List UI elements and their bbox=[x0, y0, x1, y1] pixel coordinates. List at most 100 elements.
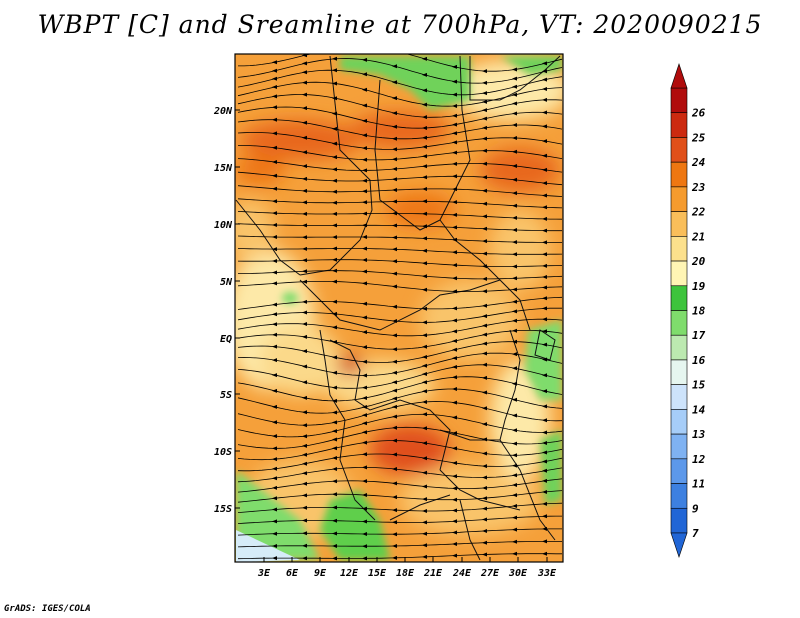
streamline-arrow bbox=[392, 532, 397, 537]
streamline-arrow bbox=[272, 145, 277, 150]
streamline-arrow bbox=[512, 551, 517, 556]
streamline-arrow bbox=[422, 520, 427, 525]
streamline-arrow bbox=[272, 281, 277, 286]
streamline-arrow bbox=[452, 318, 457, 323]
streamline-arrow bbox=[542, 181, 547, 186]
streamline-arrow bbox=[392, 414, 397, 419]
streamline-arrow bbox=[362, 301, 367, 306]
streamline-arrow bbox=[452, 486, 457, 491]
streamline bbox=[237, 388, 563, 414]
streamline-arrow bbox=[392, 211, 397, 216]
streamline-arrow bbox=[392, 247, 397, 252]
streamline-arrow bbox=[272, 223, 277, 227]
lat-label-20n: 20N bbox=[213, 106, 233, 117]
colorbar-label-25: 25 bbox=[691, 131, 706, 144]
streamline-arrow bbox=[272, 60, 277, 65]
streamline-arrow bbox=[422, 164, 427, 169]
streamline-arrow bbox=[332, 211, 337, 216]
streamline-arrow bbox=[482, 239, 487, 244]
streamline bbox=[237, 223, 562, 232]
streamline-arrow bbox=[422, 543, 427, 548]
streamline-arrow bbox=[362, 493, 367, 497]
streamline bbox=[237, 158, 563, 173]
streamline-arrow bbox=[332, 325, 337, 330]
streamline bbox=[237, 248, 563, 255]
streamline bbox=[237, 401, 563, 426]
streamline-arrow bbox=[362, 178, 367, 183]
streamline-arrow bbox=[482, 136, 487, 141]
streamline-arrow bbox=[362, 200, 367, 205]
streamline-arrow bbox=[422, 224, 427, 229]
streamline-arrow bbox=[302, 269, 307, 274]
streamline bbox=[237, 330, 563, 350]
streamline-arrow bbox=[452, 131, 457, 136]
colorbar-label-14: 14 bbox=[692, 403, 706, 416]
streamline-arrow bbox=[392, 96, 397, 101]
colorbar-label-13: 13 bbox=[692, 428, 706, 441]
streamline-arrow bbox=[362, 168, 367, 173]
streamline-arrow bbox=[512, 527, 517, 532]
streamline-arrow bbox=[362, 479, 367, 484]
streamline bbox=[237, 198, 563, 209]
streamline bbox=[237, 296, 563, 310]
streamline-arrow bbox=[512, 287, 517, 292]
lon-label-24e: 24E bbox=[452, 568, 472, 579]
streamline-arrow bbox=[332, 479, 337, 484]
streamline-arrow bbox=[452, 508, 457, 513]
streamline-arrow bbox=[362, 118, 367, 123]
streamline-arrow bbox=[512, 111, 517, 116]
streamline-arrow bbox=[302, 556, 307, 561]
streamline-arrow bbox=[452, 64, 457, 69]
streamline-arrow bbox=[482, 362, 487, 367]
streamline-arrow bbox=[542, 342, 547, 347]
streamline-arrow bbox=[422, 554, 427, 559]
streamline-arrow bbox=[542, 153, 547, 158]
colorbar-swatch-25 bbox=[670, 112, 688, 138]
streamline-arrow bbox=[392, 319, 397, 323]
streamline-arrow bbox=[272, 199, 277, 204]
streamline-arrow bbox=[542, 167, 547, 172]
streamline-arrow bbox=[422, 261, 427, 266]
streamline-arrow bbox=[482, 464, 487, 469]
colorbar-label-15: 15 bbox=[692, 379, 706, 392]
colorbar-label-21: 21 bbox=[691, 230, 705, 243]
streamline-arrow bbox=[392, 80, 397, 85]
streamline-arrow bbox=[362, 258, 367, 262]
streamline bbox=[237, 318, 563, 337]
streamline-arrow bbox=[482, 314, 487, 319]
colorbar-swatch-22 bbox=[670, 186, 688, 212]
streamline bbox=[237, 69, 563, 96]
colorbar-label-17: 17 bbox=[692, 329, 706, 342]
streamline bbox=[237, 94, 563, 118]
streamline-arrow bbox=[332, 126, 337, 131]
streamline-arrow bbox=[302, 364, 307, 369]
streamline-arrow bbox=[302, 471, 307, 476]
streamline-arrow bbox=[302, 334, 307, 339]
colorbar-swatch-16 bbox=[670, 334, 688, 361]
lat-label-eq: EQ bbox=[220, 334, 232, 345]
streamline-arrow bbox=[452, 431, 457, 436]
lon-label-30e: 30E bbox=[508, 568, 528, 579]
colorbar-swatch-13 bbox=[670, 409, 688, 435]
streamline-arrow bbox=[272, 420, 277, 425]
streamline-arrow bbox=[302, 135, 307, 140]
streamline-arrow bbox=[302, 54, 307, 58]
streamline-arrow bbox=[542, 373, 547, 378]
lat-label-15s: 15S bbox=[214, 504, 232, 515]
streamline-arrow bbox=[362, 373, 367, 378]
streamline-arrow bbox=[392, 124, 397, 129]
streamline bbox=[237, 541, 562, 548]
streamline-arrow bbox=[422, 363, 427, 368]
streamline-arrow bbox=[332, 531, 337, 536]
streamline-arrow bbox=[512, 504, 517, 508]
streamline-arrow bbox=[542, 501, 547, 506]
streamline-arrow bbox=[362, 45, 367, 49]
streamline-arrow bbox=[272, 322, 277, 327]
streamline-arrow bbox=[272, 544, 277, 548]
streamline-arrow bbox=[452, 375, 457, 380]
streamline-arrow bbox=[272, 476, 277, 481]
colorbar-swatch-15 bbox=[670, 359, 688, 385]
streamline-arrow bbox=[512, 252, 517, 257]
streamline-arrow bbox=[452, 92, 457, 97]
colorbar: 26 25 24 23 22 21 20 19 18 17 16 15 14 13 12 11 9 7 bbox=[670, 63, 706, 558]
